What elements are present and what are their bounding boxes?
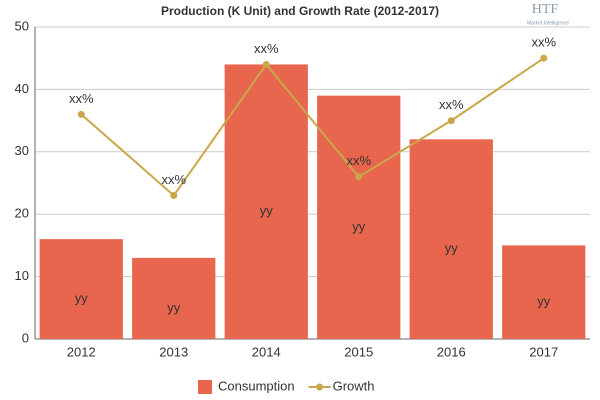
bar [132, 257, 216, 339]
point-label: xx% [69, 91, 94, 106]
logo-tagline: Market Intelligence [527, 20, 569, 26]
point-label: xx% [346, 153, 371, 168]
bar [409, 139, 493, 339]
legend-label: Growth [333, 378, 375, 393]
bar-label: yy [352, 219, 366, 234]
y-tick-label: 50 [15, 18, 29, 33]
bar [224, 64, 308, 339]
point-label: xx% [161, 172, 186, 187]
x-tick-label: 2016 [437, 344, 466, 359]
point-label: xx% [531, 35, 556, 50]
bar-label: yy [75, 291, 89, 306]
line-point [77, 110, 85, 118]
y-tick-label: 0 [22, 330, 29, 345]
bar-label: yy [537, 294, 551, 309]
y-tick-label: 10 [15, 268, 29, 283]
chart-title: Production (K Unit) and Growth Rate (201… [161, 4, 439, 18]
line-point [355, 173, 363, 181]
bar [317, 95, 401, 339]
x-tick-label: 2017 [529, 344, 558, 359]
y-tick-label: 20 [15, 206, 29, 221]
point-label: xx% [254, 41, 279, 56]
bar-label: yy [260, 203, 274, 218]
line-point [540, 54, 548, 62]
y-tick-label: 40 [15, 81, 29, 96]
x-tick-label: 2015 [344, 344, 373, 359]
legend-swatch [316, 383, 324, 391]
legend-swatch [198, 380, 212, 394]
bar [502, 245, 586, 339]
line [80, 57, 545, 197]
point-label: xx% [439, 97, 464, 112]
legend-label: Consumption [218, 378, 295, 393]
bar-label: yy [167, 300, 181, 315]
y-tick-label: 30 [15, 143, 29, 158]
x-tick-label: 2012 [67, 344, 96, 359]
logo-name: HTF [532, 2, 559, 17]
x-tick-label: 2013 [159, 344, 188, 359]
bar-label: yy [445, 241, 459, 256]
line-point [170, 191, 178, 199]
line-point [262, 60, 270, 68]
line-point [447, 117, 455, 125]
bar [39, 239, 123, 339]
x-tick-label: 2014 [252, 344, 281, 359]
